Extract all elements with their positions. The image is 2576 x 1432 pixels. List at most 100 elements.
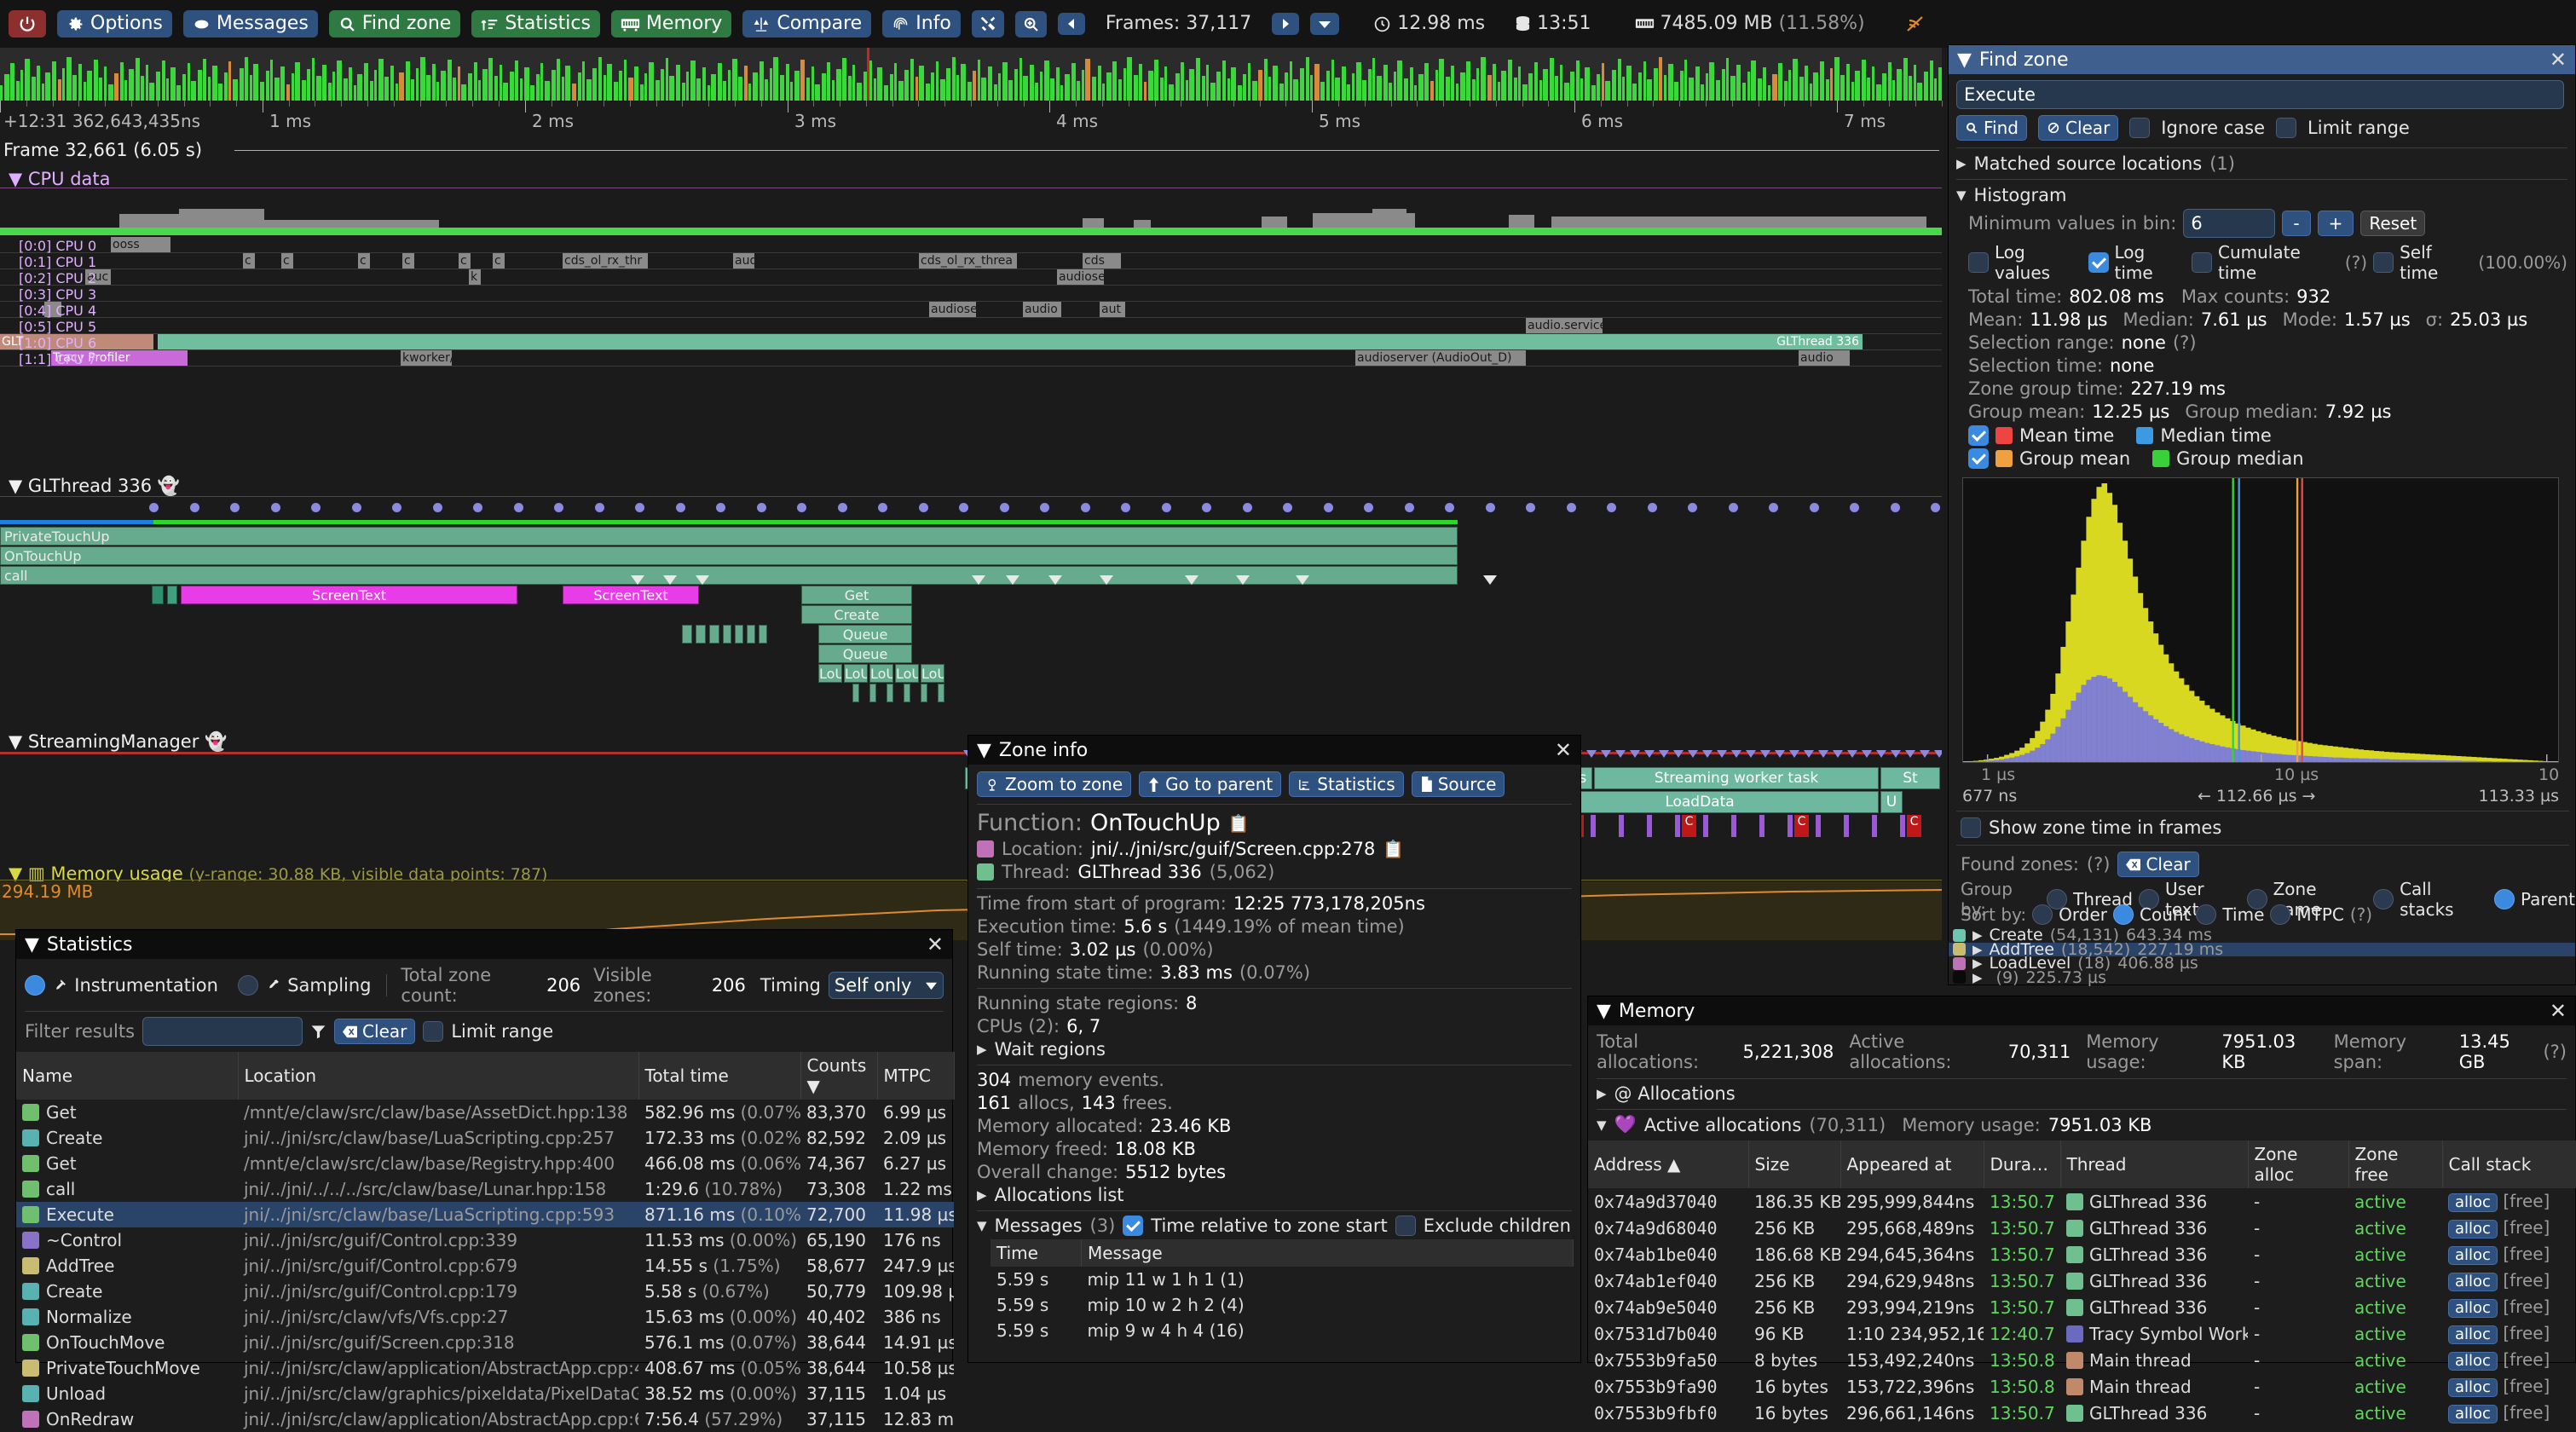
mem-address[interactable]: 0x74ab9e5040 bbox=[1594, 1296, 1718, 1318]
found-zones-help-icon[interactable]: (?) bbox=[2086, 854, 2111, 875]
timeline-zone[interactable] bbox=[167, 586, 177, 604]
timeline-zone[interactable]: LoU bbox=[818, 664, 842, 683]
copy-icon[interactable]: 📋 bbox=[1227, 812, 1250, 834]
table-row[interactable]: Get/mnt/e/claw/src/claw/base/Registry.hp… bbox=[16, 1151, 954, 1176]
cpu-core-rows[interactable]: ooss[0:0] CPU 0cccccccds_ol_rx_thraudios… bbox=[0, 237, 1942, 369]
table-row[interactable]: Create jni/../jni/src/claw/base/LuaScript… bbox=[16, 1125, 954, 1151]
mem-address[interactable]: 0x74a9d37040 bbox=[1594, 1191, 1718, 1212]
stats-col-location[interactable]: Location bbox=[238, 1052, 639, 1100]
cpu-zone[interactable]: audiose bbox=[929, 302, 976, 317]
go-to-parent-button[interactable]: Go to parent bbox=[1139, 771, 1282, 797]
alloc-button[interactable]: alloc bbox=[2448, 1193, 2498, 1212]
table-row[interactable]: 0x74a9d37040 186.35 KB 295,999,844ns 13:50.… bbox=[1588, 1188, 2576, 1215]
wait-regions-row[interactable]: ▶ Wait regions bbox=[977, 1039, 1572, 1060]
cpu-zone[interactable]: audio bbox=[1799, 350, 1850, 366]
copy-icon[interactable]: 📋 bbox=[1383, 839, 1405, 859]
cumulate-time-help-icon[interactable]: (?) bbox=[2344, 252, 2368, 273]
message-row[interactable]: 5.59 s mip 9 w 4 h 4 (16) bbox=[991, 1318, 1574, 1343]
cpu-zone[interactable] bbox=[44, 302, 61, 317]
find-zone-search-input[interactable] bbox=[1956, 80, 2564, 109]
table-row[interactable]: 0x7553b9fbf0 16 bytes 296,661,146ns 13:50.7… bbox=[1588, 1400, 2576, 1426]
stats-col-counts[interactable]: Counts ▼ bbox=[800, 1052, 878, 1100]
allocations-list-row[interactable]: ▶ Allocations list bbox=[977, 1185, 1572, 1205]
zone-info-title-bar[interactable]: ▼ Zone info ✕ bbox=[968, 736, 1580, 765]
location-value[interactable]: jni/../jni/src/guif/Screen.cpp:278 bbox=[1090, 839, 1376, 859]
found-zone-group[interactable]: ▶ Create (54,131) 643.34 ms bbox=[1949, 926, 2575, 944]
table-row[interactable]: Create jni/../jni/src/guif/Control.cpp:17… bbox=[16, 1279, 954, 1304]
table-row[interactable]: Normalize jni/../jni/src/claw/vfs/Vfs.cpp… bbox=[16, 1304, 954, 1330]
mem-col-address[interactable]: Address ▲ bbox=[1588, 1140, 1749, 1188]
limit-range-checkbox[interactable] bbox=[2276, 118, 2297, 138]
table-row[interactable]: OnTouchMove jni/../jni/src/guif/Screen.cp… bbox=[16, 1330, 954, 1355]
streaming-zone[interactable]: Streaming worker task bbox=[1594, 767, 1879, 789]
close-icon[interactable]: ✕ bbox=[926, 933, 944, 956]
prev-frame-button[interactable] bbox=[1057, 13, 1085, 35]
cpu-zone[interactable]: auc bbox=[85, 269, 111, 285]
stats-col-name[interactable]: Name bbox=[16, 1052, 239, 1100]
timeline-zone[interactable] bbox=[904, 684, 910, 702]
mem-col-appeared[interactable]: Appeared at bbox=[1840, 1140, 1984, 1188]
close-icon[interactable]: ✕ bbox=[2549, 999, 2567, 1023]
self-time-checkbox[interactable] bbox=[2373, 252, 2394, 273]
zone-on-touch-up[interactable]: OnTouchUp bbox=[0, 546, 1458, 565]
cpu-zone[interactable]: c bbox=[402, 253, 414, 268]
cumulate-time-checkbox[interactable] bbox=[2191, 252, 2212, 273]
alloc-button[interactable]: alloc bbox=[2448, 1246, 2498, 1265]
found-zone-group[interactable]: ▶ LoadLevel (18) 406.88 µs bbox=[1949, 954, 2575, 973]
histogram-plot[interactable] bbox=[1962, 477, 2559, 763]
source-button[interactable]: Source bbox=[1411, 771, 1505, 797]
cpu-zone[interactable]: k bbox=[469, 269, 481, 285]
cpu-zone[interactable]: c bbox=[281, 253, 293, 268]
zoom-button[interactable] bbox=[1014, 10, 1047, 38]
timeline-zone[interactable] bbox=[869, 684, 876, 702]
group-by-thread-radio[interactable] bbox=[2047, 889, 2068, 909]
frame-dropdown-button[interactable] bbox=[1310, 13, 1340, 35]
min-bin-reset-button[interactable]: Reset bbox=[2360, 211, 2426, 236]
instrumentation-radio[interactable] bbox=[25, 975, 45, 996]
stats-col-mtpc[interactable]: MTPC bbox=[877, 1052, 955, 1100]
timeline-zone[interactable] bbox=[696, 625, 706, 644]
timeline-zone[interactable]: LoU bbox=[921, 664, 944, 683]
timeline-zone[interactable]: LoU bbox=[895, 664, 919, 683]
timeline-zone[interactable] bbox=[852, 684, 859, 702]
selection-range-help-icon[interactable]: (?) bbox=[2172, 332, 2197, 353]
log-time-checkbox[interactable] bbox=[2088, 252, 2109, 273]
message-row[interactable]: 5.59 s mip 11 w 1 h 1 (1) bbox=[991, 1267, 1574, 1292]
mem-col-size[interactable]: Size bbox=[1748, 1140, 1841, 1188]
timeline-zone[interactable]: Queue bbox=[818, 625, 912, 644]
sampling-radio[interactable] bbox=[237, 975, 258, 996]
mem-col-call-stack[interactable]: Call stack bbox=[2442, 1140, 2576, 1188]
cpu-zone[interactable]: audio.service (effect) bbox=[1526, 318, 1603, 333]
table-row[interactable]: 0x7531d7b040 96 KB 1:10 234,952,161 12:40.7… bbox=[1588, 1320, 2576, 1347]
cpu-zone[interactable]: audioserver (AudioOut_D) bbox=[1355, 350, 1526, 366]
frames-overview-strip[interactable] bbox=[0, 48, 1942, 101]
exclude-children-checkbox[interactable] bbox=[1395, 1215, 1416, 1236]
messages-row[interactable]: ▼ Messages (3) Time relative to zone sta… bbox=[977, 1215, 1572, 1236]
found-zone-group[interactable]: ▶ AddTree (18,542) 227.19 ms bbox=[1949, 940, 2575, 959]
mem-col-zone-free[interactable]: Zone free bbox=[2348, 1140, 2443, 1188]
table-row[interactable]: Unload jni/../jni/src/claw/graphics/pixel… bbox=[16, 1381, 954, 1406]
memory-usage-track[interactable]: ▼ ▥ Memory usage (y-range: 30.88 KB, vis… bbox=[9, 863, 547, 884]
mem-address[interactable]: 0x74ab1ef040 bbox=[1594, 1270, 1718, 1291]
message-row[interactable]: 5.59 s mip 10 w 2 h 2 (4) bbox=[991, 1292, 1574, 1318]
table-row[interactable]: Get/mnt/e/claw/src/claw/base/AssetDict.h… bbox=[16, 1100, 954, 1125]
timeline-zone[interactable] bbox=[887, 684, 893, 702]
table-row[interactable]: 0x74ab1be040 186.68 KB 294,645,364ns 13:50.… bbox=[1588, 1241, 2576, 1267]
cpu-zone[interactable]: audio bbox=[1023, 302, 1061, 317]
timeline-zone[interactable]: Create bbox=[801, 605, 912, 624]
group-by-call-stacks-radio[interactable] bbox=[2373, 889, 2394, 909]
timeline-zone[interactable]: LoU bbox=[844, 664, 868, 683]
options-button[interactable]: Options bbox=[57, 10, 172, 38]
table-row[interactable]: 0x74ab1ef040 256 KB 294,629,948ns 13:50.7 GL… bbox=[1588, 1267, 2576, 1294]
cpu-zone[interactable]: GLT bbox=[0, 334, 153, 349]
memory-title-bar[interactable]: ▼ Memory ✕ bbox=[1588, 996, 2575, 1025]
mem-address[interactable]: 0x74a9d68040 bbox=[1594, 1217, 1718, 1239]
find-zone-title-bar[interactable]: ▼ Find zone ✕ bbox=[1949, 45, 2575, 74]
mem-col-duration[interactable]: Dura… bbox=[1984, 1140, 2061, 1188]
cpu-zone[interactable]: Tracy Profiler bbox=[51, 350, 188, 366]
compare-button[interactable]: Compare bbox=[742, 10, 872, 38]
alloc-button[interactable]: alloc bbox=[2448, 1352, 2498, 1371]
zone-call[interactable]: call bbox=[0, 566, 1458, 585]
cpu-zone[interactable]: cds_ol_rx_thr bbox=[563, 253, 648, 268]
active-allocations-section-row[interactable]: ▼ 💜 Active allocations (70,311) Memory u… bbox=[1597, 1114, 2567, 1135]
